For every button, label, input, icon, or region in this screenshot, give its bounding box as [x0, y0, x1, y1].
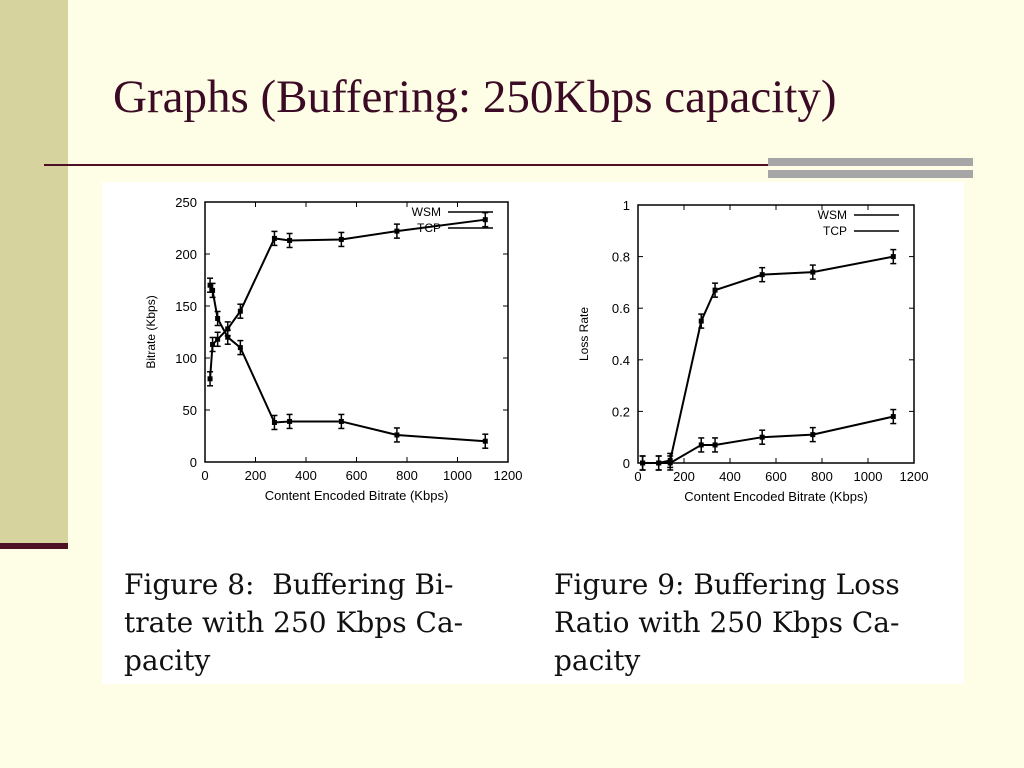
- x-tick-label: 1000: [854, 469, 883, 484]
- data-point-tcp: [215, 315, 221, 321]
- x-tick-label: 0: [634, 469, 641, 484]
- title-rule-accent-lower: [768, 170, 973, 178]
- y-tick-label: 0.2: [612, 404, 630, 419]
- x-tick-label: 0: [201, 468, 208, 483]
- y-tick-label: 250: [175, 195, 197, 210]
- y-tick-label: 100: [175, 351, 197, 366]
- data-point-tcp: [698, 318, 704, 324]
- y-tick-label: 0: [190, 455, 197, 470]
- legend-label-wsm: WSM: [412, 205, 441, 219]
- x-axis-label: Content Encoded Bitrate (Kbps): [684, 489, 868, 504]
- data-point-wsm: [759, 434, 765, 440]
- data-point-wsm: [394, 228, 400, 234]
- series-line-tcp: [642, 255, 894, 464]
- series-line-wsm: [642, 415, 894, 464]
- slide-title: Graphs (Buffering: 250Kbps capacity): [113, 71, 837, 123]
- x-tick-label: 600: [765, 469, 787, 484]
- decorative-side-underline: [0, 543, 68, 549]
- data-point-wsm: [207, 376, 213, 382]
- data-point-tcp: [394, 432, 400, 438]
- y-axis-label: Loss Rate: [577, 307, 591, 361]
- x-tick-label: 1200: [900, 469, 929, 484]
- data-point-wsm: [210, 341, 216, 347]
- y-tick-label: 50: [183, 403, 197, 418]
- y-tick-label: 0: [623, 456, 630, 471]
- data-point-wsm: [225, 326, 231, 332]
- x-tick-label: 200: [245, 468, 267, 483]
- data-point-tcp: [667, 457, 673, 463]
- y-tick-label: 200: [175, 247, 197, 262]
- bitrate-chart: 0 200 400 600 800 1000 1200 0 50 100 150 200 250 Cont…: [144, 195, 523, 503]
- figure-8-caption-line-3: pacity: [124, 644, 211, 677]
- decorative-side-bar: [0, 0, 68, 545]
- series-line-wsm: [209, 218, 486, 379]
- data-point-wsm: [810, 432, 816, 438]
- data-point-wsm: [698, 442, 704, 448]
- title-rule: [44, 164, 774, 166]
- loss-rate-chart: 0 200 400 600 800 1000 1200 0 0.2 0.4 0.6 0.8 1 Conte…: [577, 198, 929, 504]
- plot-frame: [637, 204, 915, 464]
- data-point-wsm: [712, 442, 718, 448]
- x-tick-label: 1200: [494, 468, 523, 483]
- figure-8-caption-line-1: Figure 8: Buffering Bi-: [124, 568, 454, 601]
- plot-frame: [204, 201, 509, 463]
- x-tick-label: 200: [673, 469, 695, 484]
- data-point-tcp: [482, 438, 488, 444]
- data-point-tcp: [890, 254, 896, 260]
- data-point-wsm: [890, 414, 896, 420]
- figure-8-caption: Figure 8: Buffering Bi- trate with 250 K…: [124, 566, 536, 680]
- x-tick-label: 800: [396, 468, 418, 483]
- data-point-tcp: [338, 418, 344, 424]
- data-point-tcp: [640, 460, 646, 466]
- y-tick-label: 150: [175, 299, 197, 314]
- data-point-tcp: [210, 287, 216, 293]
- y-tick-label: 0.8: [612, 250, 630, 265]
- data-point-tcp: [656, 460, 662, 466]
- data-point-tcp: [759, 272, 765, 278]
- data-point-tcp: [287, 418, 293, 424]
- data-point-tcp: [271, 419, 277, 425]
- y-axis-label: Bitrate (Kbps): [144, 295, 158, 368]
- figure-8-caption-line-2: trate with 250 Kbps Ca-: [124, 606, 464, 639]
- data-point-tcp: [207, 282, 213, 288]
- y-tick-label: 0.4: [612, 353, 630, 368]
- title-rule-accent: [768, 158, 973, 166]
- x-tick-label: 400: [719, 469, 741, 484]
- y-tick-label: 1: [623, 198, 630, 213]
- data-point-wsm: [338, 236, 344, 242]
- figure-9-caption: Figure 9: Buffering Loss Ratio with 250 …: [554, 566, 959, 680]
- x-tick-label: 800: [811, 469, 833, 484]
- data-point-wsm: [482, 217, 488, 223]
- data-point-tcp: [225, 334, 231, 340]
- x-tick-label: 400: [295, 468, 317, 483]
- paper-figure-image: 0 200 400 600 800 1000 1200 0 50 100 150 200 250 Cont…: [102, 182, 964, 684]
- figure-9-caption-line-3: pacity: [554, 644, 641, 677]
- legend-label-tcp: TCP: [823, 224, 847, 238]
- x-axis-label: Content Encoded Bitrate (Kbps): [265, 488, 449, 503]
- data-point-wsm: [237, 308, 243, 314]
- data-point-wsm: [271, 235, 277, 241]
- data-point-wsm: [215, 336, 221, 342]
- data-point-tcp: [712, 287, 718, 293]
- figure-9-caption-line-2: Ratio with 250 Kbps Ca-: [554, 606, 900, 639]
- series-line-tcp: [209, 284, 486, 443]
- legend-label-wsm: WSM: [818, 208, 847, 222]
- y-tick-label: 0.6: [612, 301, 630, 316]
- data-point-wsm: [287, 237, 293, 243]
- x-tick-label: 600: [346, 468, 368, 483]
- data-point-tcp: [237, 345, 243, 351]
- legend-label-tcp: TCP: [417, 221, 441, 235]
- x-tick-label: 1000: [443, 468, 472, 483]
- figure-9-caption-line-1: Figure 9: Buffering Loss: [554, 568, 900, 601]
- data-point-tcp: [810, 269, 816, 275]
